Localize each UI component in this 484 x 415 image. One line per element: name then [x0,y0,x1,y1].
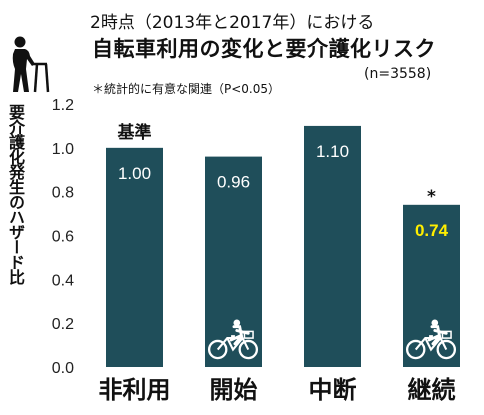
chart-title-line2: 自転車利用の変化と要介護化リスク [92,37,436,61]
y-tick-label: 0.4 [52,272,74,289]
bar-data-label: 0.96 [217,173,250,192]
y-tick-label: 1.0 [52,141,74,158]
significance-marker: * [427,187,436,207]
y-tick-label: 1.2 [52,97,74,114]
x-category-label: 継続 [408,376,456,404]
x-category-label: 開始 [210,376,258,404]
reference-annotation: 基準 [117,122,152,143]
bar-data-label: 1.10 [316,142,349,161]
bar-data-label: 1.00 [118,164,151,183]
y-tick-label: 0.2 [52,316,74,333]
y-tick-label: 0.8 [52,185,74,202]
sample-size-label: (n=3558) [364,66,432,82]
elderly-person-with-walker-icon [12,36,50,93]
y-tick-label: 0.0 [52,360,74,377]
x-category-label: 中断 [309,376,357,404]
y-tick-label: 0.6 [52,229,74,246]
significance-note: ＊統計的に有意な関連（P<0.05） [92,82,281,96]
bar-1 [106,147,163,367]
chart-title-line1: 2時点（2013年と2017年）における [90,13,375,33]
x-category-label: 非利用 [99,376,171,404]
bar-data-label: 0.74 [415,221,449,240]
y-axis-label: 要介護化発生のハザード比 [6,104,25,284]
bar-3 [304,125,361,368]
